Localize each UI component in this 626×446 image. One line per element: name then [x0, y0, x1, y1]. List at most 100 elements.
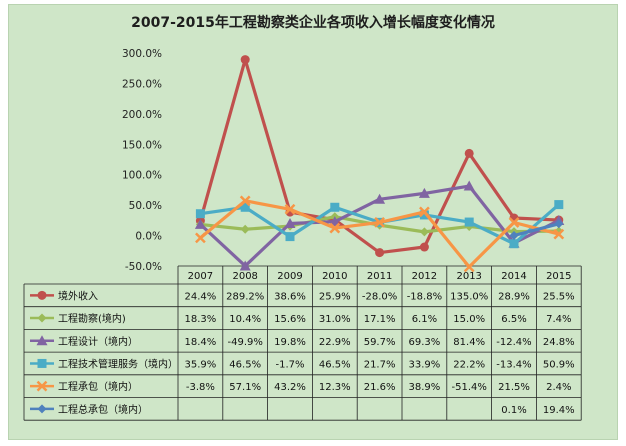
data-point	[240, 202, 250, 212]
y-tick-label: 250.0%	[122, 78, 162, 90]
data-point	[240, 55, 250, 65]
data-label: -13.4%	[496, 359, 531, 370]
data-label: 6.5%	[501, 314, 526, 325]
data-label: 25.5%	[543, 291, 575, 302]
data-label: 50.9%	[543, 359, 575, 370]
data-label: 18.3%	[185, 314, 217, 325]
legend-series-name: 工程总承包（境内）	[58, 403, 148, 416]
data-point	[463, 180, 475, 191]
x-category-label: 2013	[456, 271, 481, 282]
data-label: 15.0%	[453, 314, 485, 325]
data-label: 15.6%	[274, 314, 306, 325]
legend-series-name: 工程承包（境内）	[58, 380, 138, 393]
data-point	[195, 232, 206, 244]
data-point	[374, 193, 386, 204]
data-label: -28.0%	[362, 291, 397, 302]
legend-key-marker	[36, 335, 48, 346]
x-category-label: 2010	[322, 271, 347, 282]
data-point	[463, 261, 475, 273]
data-point	[419, 227, 429, 237]
x-category-label: 2007	[188, 271, 213, 282]
data-point	[240, 224, 250, 234]
data-label: 19.4%	[543, 405, 575, 416]
data-point	[418, 187, 430, 198]
data-point	[509, 239, 519, 249]
data-label: 19.8%	[274, 337, 306, 348]
y-tick-label: 100.0%	[122, 170, 162, 182]
data-label: 289.2%	[226, 291, 264, 302]
data-label: 135.0%	[450, 291, 488, 302]
data-point	[374, 217, 385, 228]
data-label: 38.6%	[274, 291, 306, 302]
data-point	[419, 242, 429, 252]
data-label: -12.4%	[496, 337, 531, 348]
data-label: 28.9%	[498, 291, 530, 302]
data-point	[554, 219, 564, 229]
data-label: -1.7%	[275, 359, 304, 370]
data-point	[330, 202, 340, 212]
data-label: 0.1%	[501, 405, 526, 416]
x-category-label: 2014	[501, 271, 526, 282]
data-label: 6.1%	[412, 314, 437, 325]
legend-series-name: 工程技术管理服务（境内）	[58, 357, 178, 370]
data-label: -18.8%	[407, 291, 442, 302]
x-category-label: 2015	[546, 271, 571, 282]
data-label: 31.0%	[319, 314, 351, 325]
data-label: 17.1%	[364, 314, 396, 325]
data-point	[508, 217, 520, 228]
data-point	[239, 260, 251, 271]
data-label: 21.5%	[498, 382, 530, 393]
data-point	[464, 148, 474, 158]
legend-key-marker	[37, 313, 47, 323]
legend-series-name: 工程设计（境内）	[58, 335, 138, 348]
data-point	[419, 206, 430, 218]
data-label: 57.1%	[229, 382, 261, 393]
data-point	[375, 248, 385, 258]
data-label: 59.7%	[364, 337, 396, 348]
legend-key-marker	[37, 358, 47, 368]
data-label: -51.4%	[452, 382, 487, 393]
data-label: 46.5%	[229, 359, 261, 370]
data-label: 10.4%	[229, 314, 261, 325]
data-label: 22.2%	[453, 359, 485, 370]
data-label: 21.7%	[364, 359, 396, 370]
data-point	[285, 232, 295, 242]
x-category-label: 2012	[412, 271, 437, 282]
data-point	[329, 222, 341, 234]
data-point	[464, 217, 474, 227]
legend-key-marker	[36, 380, 48, 392]
legend-key-marker	[37, 404, 47, 414]
y-tick-label: -50.0%	[125, 261, 162, 273]
legend-key-marker	[37, 290, 47, 300]
y-tick-label: 150.0%	[122, 139, 162, 151]
data-label: -3.8%	[186, 382, 215, 393]
data-label: 18.4%	[185, 337, 217, 348]
y-tick-label: 200.0%	[122, 109, 162, 121]
data-point	[284, 218, 296, 229]
series-line-5	[513, 222, 560, 238]
x-category-label: 2008	[232, 271, 257, 282]
data-point	[554, 200, 564, 210]
legend-series-name: 工程勘察(境内)	[58, 312, 126, 325]
data-label: 25.9%	[319, 291, 351, 302]
data-label: -49.9%	[228, 337, 263, 348]
data-point	[284, 203, 296, 215]
data-label: 46.5%	[319, 359, 351, 370]
y-tick-label: 300.0%	[122, 48, 162, 60]
data-label: 24.4%	[185, 291, 217, 302]
data-point	[509, 231, 519, 241]
chart-title: 2007-2015年工程勘察类企业各项收入增长幅度变化情况	[131, 15, 495, 31]
legend-series-name: 境外收入	[58, 289, 98, 302]
data-point	[553, 228, 565, 240]
data-label: 33.9%	[409, 359, 441, 370]
data-label: 21.6%	[364, 382, 396, 393]
y-tick-label: 50.0%	[129, 200, 162, 212]
data-label: 22.9%	[319, 337, 351, 348]
data-label: 2.4%	[546, 382, 571, 393]
data-label: 24.8%	[543, 337, 575, 348]
x-category-label: 2009	[277, 271, 302, 282]
data-label: 12.3%	[319, 382, 351, 393]
data-label: 7.4%	[546, 314, 571, 325]
y-tick-label: 0.0%	[135, 231, 162, 243]
